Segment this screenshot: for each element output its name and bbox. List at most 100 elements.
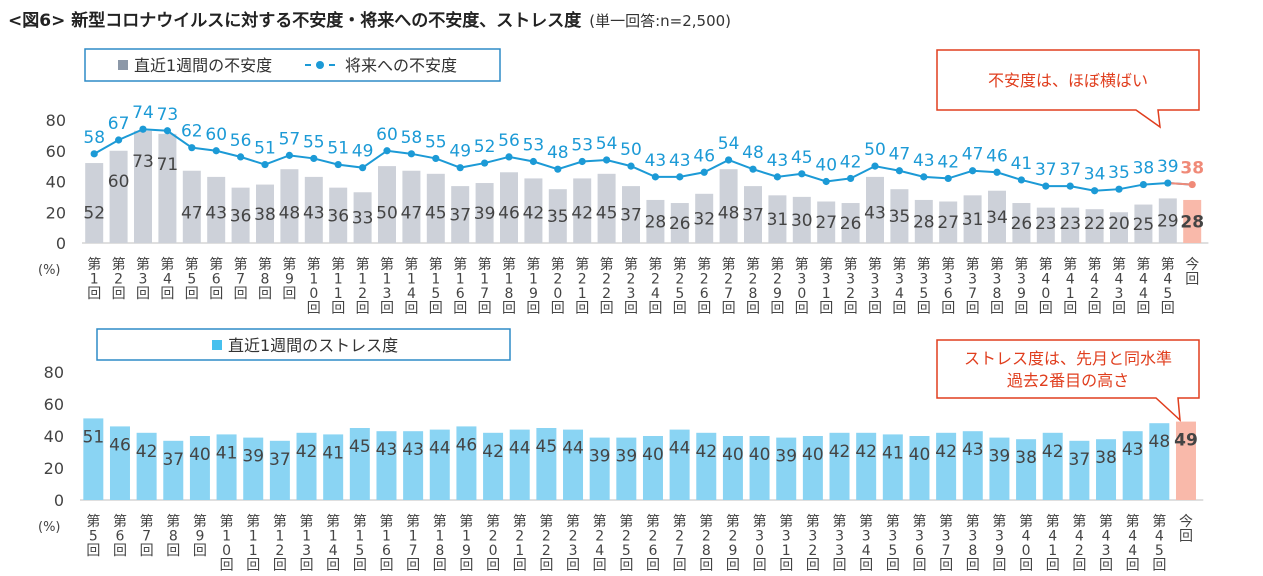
bar bbox=[841, 203, 860, 243]
bar-data-label: 42 bbox=[296, 442, 318, 462]
bar bbox=[136, 432, 157, 500]
series-line bbox=[93, 128, 1193, 192]
bar-data-label: 46 bbox=[456, 435, 478, 455]
bar-data-label: 45 bbox=[349, 437, 371, 457]
bar bbox=[1042, 432, 1063, 500]
bar-data-label: 40 bbox=[722, 445, 744, 465]
bar bbox=[182, 170, 201, 243]
line-data-label: 43 bbox=[645, 151, 667, 171]
bar bbox=[85, 163, 104, 243]
bar-data-label: 52 bbox=[83, 203, 105, 223]
bar-data-label: 27 bbox=[815, 213, 837, 233]
bar-data-label: 45 bbox=[425, 203, 447, 223]
bar-data-label: 42 bbox=[855, 442, 877, 462]
bar bbox=[243, 437, 264, 500]
bar-data-label: 46 bbox=[109, 435, 131, 455]
bar bbox=[776, 437, 797, 500]
bar bbox=[451, 186, 470, 243]
line-data-label: 55 bbox=[303, 132, 325, 152]
bar bbox=[989, 437, 1010, 500]
bar bbox=[856, 432, 877, 500]
bar bbox=[536, 428, 557, 500]
line-point bbox=[895, 167, 904, 175]
line-data-label: 51 bbox=[254, 139, 276, 159]
line-data-label: 51 bbox=[327, 139, 349, 159]
annotation-text: 過去2番目の高さ bbox=[1007, 371, 1129, 390]
bar-data-label: 22 bbox=[1084, 214, 1106, 234]
bar bbox=[792, 196, 811, 243]
line-point bbox=[407, 150, 415, 158]
bar-data-label: 32 bbox=[693, 209, 715, 229]
line-data-label: 48 bbox=[547, 143, 569, 163]
bar-data-label: 23 bbox=[1035, 214, 1057, 234]
annotation-text: 不安度は、ほぼ横ばい bbox=[988, 71, 1148, 90]
line-data-label: 56 bbox=[498, 131, 520, 151]
line-point bbox=[822, 177, 830, 186]
bar-data-label: 28 bbox=[1180, 212, 1204, 232]
bar bbox=[426, 173, 445, 243]
bar-data-label: 48 bbox=[1149, 432, 1171, 452]
line-point bbox=[700, 168, 708, 176]
bar bbox=[296, 432, 317, 500]
bar-data-label: 41 bbox=[322, 443, 344, 463]
line-point bbox=[554, 165, 562, 173]
legend-label: 直近1週間の不安度 bbox=[134, 56, 272, 75]
bar-data-label: 37 bbox=[269, 450, 291, 470]
bar bbox=[1149, 423, 1170, 500]
y-tick-label: 0 bbox=[54, 491, 64, 510]
y-tick-label: 80 bbox=[44, 363, 64, 382]
line-data-label: 58 bbox=[401, 128, 423, 148]
bar-data-label: 43 bbox=[303, 203, 325, 223]
bar-data-label: 47 bbox=[401, 203, 423, 223]
bar-data-label: 40 bbox=[189, 445, 211, 465]
annotation-text: ストレス度は、先月と同水準 bbox=[964, 349, 1172, 368]
line-point bbox=[1091, 187, 1099, 195]
bar bbox=[349, 428, 370, 500]
line-point bbox=[334, 160, 342, 169]
line-point bbox=[90, 150, 98, 158]
bar bbox=[163, 440, 184, 500]
bar-data-label: 44 bbox=[509, 439, 531, 459]
bar-data-label: 43 bbox=[962, 440, 984, 460]
bar-data-label: 71 bbox=[157, 155, 179, 175]
bar-data-label: 38 bbox=[1095, 448, 1117, 468]
line-point bbox=[1042, 182, 1050, 190]
line-data-label: 62 bbox=[181, 122, 203, 142]
line-data-label: 34 bbox=[1084, 165, 1106, 185]
bar bbox=[323, 434, 344, 500]
line-point bbox=[749, 165, 757, 173]
bar-data-label: 37 bbox=[449, 206, 471, 226]
bar bbox=[429, 429, 450, 500]
bar-data-label: 26 bbox=[669, 214, 691, 234]
line-data-label: 49 bbox=[352, 142, 374, 162]
line-point bbox=[1017, 176, 1025, 184]
bar-data-label: 27 bbox=[937, 213, 959, 233]
bar-data-label: 30 bbox=[791, 211, 813, 231]
bar bbox=[158, 133, 177, 243]
line-point bbox=[993, 168, 1001, 176]
line-data-label: 55 bbox=[425, 132, 447, 152]
bar-data-label: 44 bbox=[429, 439, 451, 459]
bar bbox=[963, 195, 982, 243]
y-tick-label: 60 bbox=[46, 142, 66, 161]
line-data-label: 40 bbox=[815, 156, 837, 176]
bar bbox=[722, 436, 743, 500]
bar bbox=[134, 130, 152, 243]
bar-data-label: 42 bbox=[695, 442, 717, 462]
line-point bbox=[847, 174, 855, 183]
bar-data-label: 31 bbox=[767, 210, 789, 230]
